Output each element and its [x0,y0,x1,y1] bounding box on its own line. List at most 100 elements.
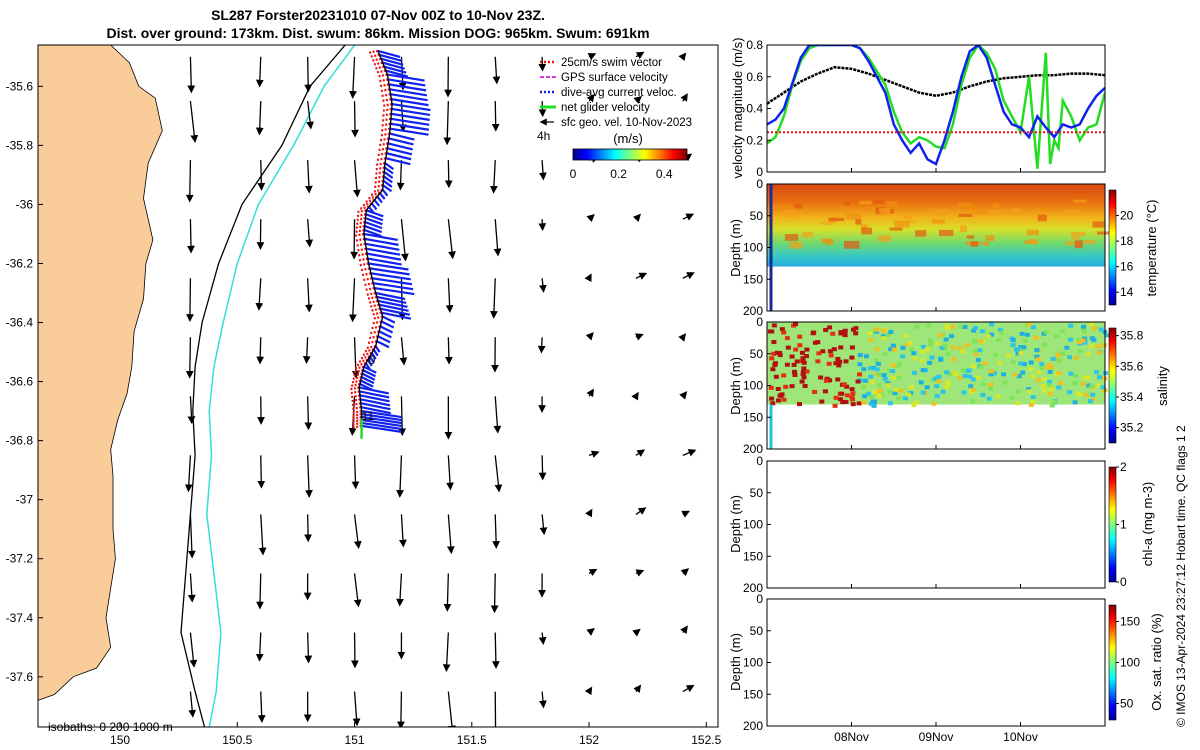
salinity-cell [960,349,966,354]
map-axes-frame [37,44,719,728]
swim-vector [351,418,362,424]
dive-avg-vector [391,112,430,121]
dive-avg-vector [364,221,383,230]
geo-velocity-arrow [682,684,695,693]
geo-velocity-arrow [588,568,598,577]
salinity-cell [876,393,882,398]
dive-avg-vector [391,102,431,112]
temperature-patch [878,235,892,242]
salinity-cell [1101,343,1107,348]
salinity-cell [1068,371,1074,376]
legend-gps-label: GPS surface velocity [561,72,668,84]
salinity-cell [973,352,979,357]
salinity-cell [962,324,968,329]
salinity-cell [1064,345,1070,350]
geo-velocity-arrow [682,213,695,221]
salinity-cell [836,363,842,368]
salinity-cell [975,358,981,363]
dive-avg-vector [389,127,429,136]
geo-velocity-arrow [492,514,500,549]
geo-velocity-arrow [305,160,313,194]
salinity-cell [832,403,838,408]
swim-vector [349,382,361,388]
salinity-cell [881,373,887,378]
speed-colorbar: (m/s) 0 0.2 0.4 [570,131,688,181]
temperature-section [767,184,1105,267]
geo-velocity-arrow [585,332,594,341]
salinity-cell [771,323,777,328]
salinity-cell [918,380,924,385]
geo-velocity-arrow [682,272,695,280]
salinity-cell [920,390,926,395]
salinity-cell [801,366,807,371]
swim-vector [381,98,392,103]
swim-vector [352,369,364,374]
salinity-cell [835,356,841,361]
temperature-patch [985,235,995,242]
temperature-patch [1083,240,1096,244]
dive-avg-vector [383,175,393,184]
velocity-ytick-label: 0.4 [746,102,763,116]
geo-velocity-arrow [257,160,266,191]
salinity-cell [1100,385,1106,390]
depth-ytick-label: 50 [750,209,764,223]
salinity-cell [997,327,1003,332]
salinity-cell [820,349,826,354]
dive-avg-vector [366,247,401,256]
depth-ytick-label: 150 [743,687,763,701]
salinity-cell [1044,329,1050,334]
depth-ytick-label: 50 [750,347,764,361]
salinity-cell [1089,384,1095,389]
swim-vector [374,170,385,176]
salinity-cell [789,354,795,359]
salinity-cell [888,329,894,334]
salinity-cell [934,384,940,389]
map-legend: 25cm/s swim vector GPS surface velocity … [537,57,692,143]
track-day-label: 0 [369,353,376,367]
salinity-cell [937,333,943,338]
isobath-label: isobaths: 0 200 1000 m [48,720,173,734]
geo-velocity-arrow [187,573,196,603]
temperature-patch [1065,241,1075,246]
swim-vector [355,213,367,218]
geo-velocity-arrow [399,514,407,548]
swim-vector [376,152,387,157]
oxygen-colorbar [1108,604,1117,721]
temperature-patch [982,241,990,246]
salinity-cell [944,326,950,331]
salinity-cell [1089,344,1095,349]
swim-vector [364,198,375,204]
temperature-patch [958,213,973,217]
oxygen-axes-frame [766,598,1106,727]
temperature-patch [846,213,861,220]
geo-velocity-arrow [537,337,546,354]
figure-title-line2: Dist. over ground: 173km. Dist. swum: 86… [106,25,649,41]
salinity-cell [935,341,941,346]
colorbar-tick-label: 20 [1120,209,1134,223]
salinity-cell [833,361,839,366]
geo-velocity-arrow [185,160,194,203]
salinity-cell [924,347,930,352]
salinity-cell [1046,383,1052,388]
salinity-cell [1077,349,1083,354]
geo-velocity-arrow [635,51,645,60]
geo-velocity-arrow [632,213,641,223]
geo-velocity-arrow [185,337,194,379]
salinity-cell [896,375,902,380]
temperature-patch [989,210,1006,216]
dive-avg-vector [373,282,414,291]
depth-ytick-label: 50 [750,624,764,638]
swim-vector [367,299,379,304]
salinity-cell [812,389,818,394]
salinity-cell [818,375,824,380]
salinity-cell [868,401,874,406]
geo-velocity-arrow [399,337,408,366]
salinity-cell [940,332,946,337]
salinity-cell [927,360,933,365]
land-polygon [38,45,163,727]
salinity-cell [1030,374,1036,379]
salinity-cell [887,368,893,373]
salinity-cell [772,362,778,367]
time-xtick-label: 08Nov [834,730,869,744]
dive-avg-vector [380,307,410,316]
